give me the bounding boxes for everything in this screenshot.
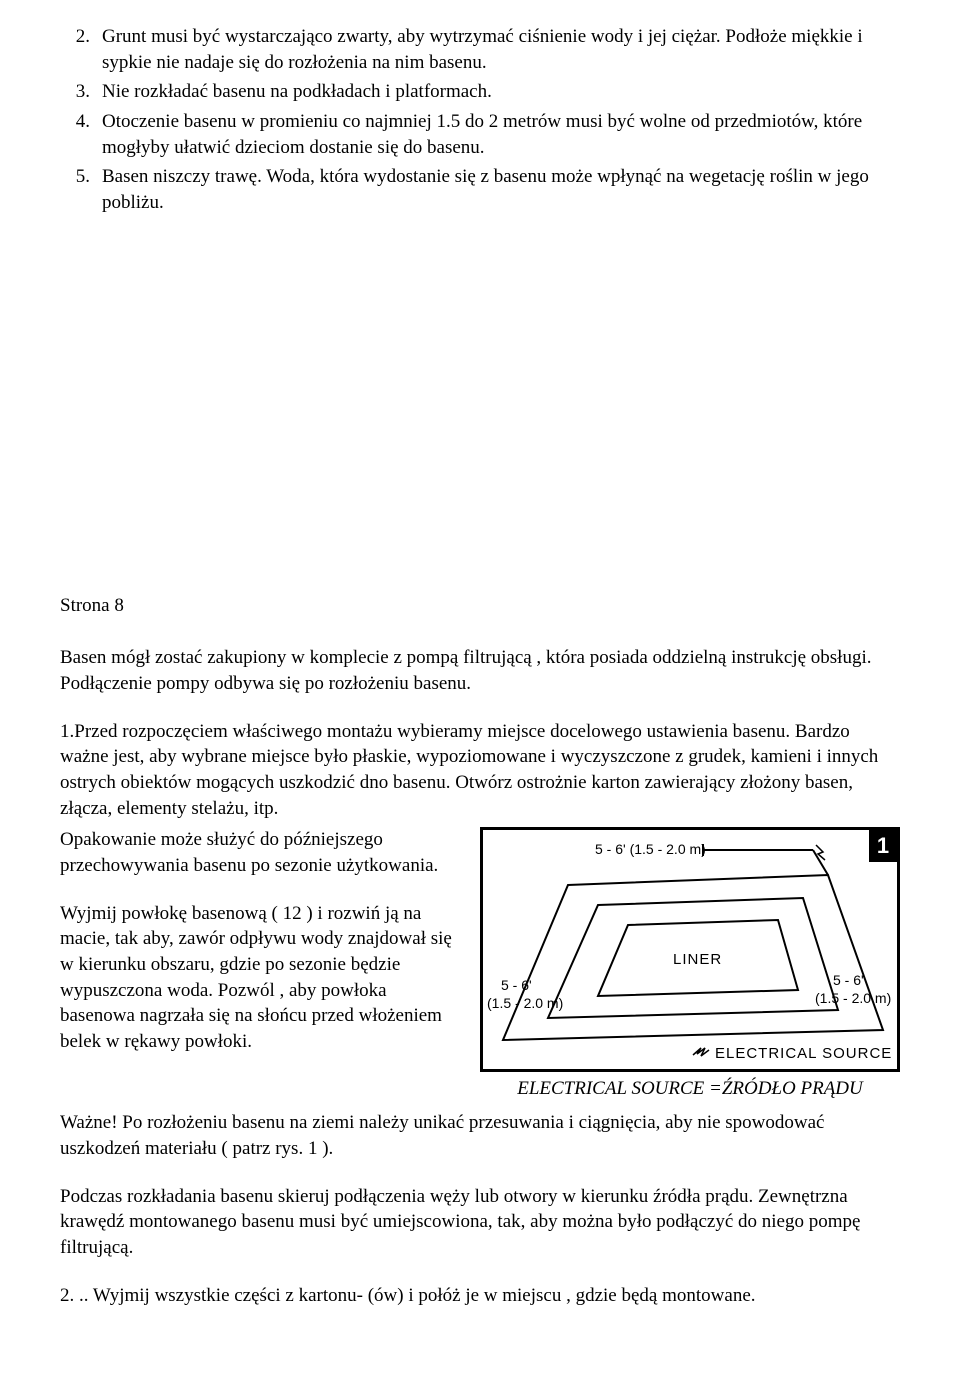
paragraph-step-1: 1.Przed rozpoczęciem właściwego montażu … — [60, 719, 900, 822]
dim-top-label: 5 - 6' (1.5 - 2.0 m) — [595, 841, 706, 857]
list-item: 2. Grunt musi być wystarczająco zwarty, … — [60, 24, 900, 75]
electrical-source-label: ELECTRICAL SOURCE — [715, 1045, 892, 1062]
list-text: Grunt musi być wystarczająco zwarty, aby… — [102, 24, 900, 75]
paragraph-step-2: 2. .. Wyjmij wszystkie części z kartonu-… — [60, 1283, 900, 1309]
page-number-label: Strona 8 — [60, 595, 900, 617]
list-number: 4. — [60, 109, 102, 160]
list-text: Nie rozkładać basenu na podkładach i pla… — [102, 79, 900, 105]
dim-left-label-a: 5 - 6' — [501, 977, 532, 993]
document-page: 2. Grunt musi być wystarczająco zwarty, … — [0, 0, 960, 1381]
list-item: 3. Nie rozkładać basenu na podkładach i … — [60, 79, 900, 105]
diagram-frame: 1 5 - 6' (1.5 - 2.0 m) — [480, 827, 900, 1072]
list-text: Otoczenie basenu w promieniu co najmniej… — [102, 109, 900, 160]
list-number: 3. — [60, 79, 102, 105]
dim-right-label-b: (1.5 - 2.0 m) — [815, 990, 891, 1006]
top-numbered-list: 2. Grunt musi być wystarczająco zwarty, … — [60, 24, 900, 215]
paragraph-important: Ważne! Po rozłożeniu basenu na ziemi nal… — [60, 1110, 900, 1161]
list-number: 5. — [60, 164, 102, 215]
liner-label: LINER — [673, 951, 722, 968]
diagram-figure: 1 5 - 6' (1.5 - 2.0 m) — [480, 827, 900, 1100]
dim-left-label-b: (1.5 - 2.0 m) — [487, 995, 563, 1011]
list-item: 4. Otoczenie basenu w promieniu co najmn… — [60, 109, 900, 160]
paragraph-during: Podczas rozkładania basenu skieruj podłą… — [60, 1184, 900, 1261]
list-number: 2. — [60, 24, 102, 75]
figure-number-badge: 1 — [869, 830, 897, 862]
list-item: 5. Basen niszczy trawę. Woda, która wydo… — [60, 164, 900, 215]
paragraph-intro: Basen mógł zostać zakupiony w komplecie … — [60, 645, 900, 696]
list-text: Basen niszczy trawę. Woda, która wydosta… — [102, 164, 900, 215]
diagram-caption: ELECTRICAL SOURCE =ŹRÓDŁO PRĄDU — [480, 1078, 900, 1100]
dim-right-label-a: 5 - 6' — [833, 972, 864, 988]
liner-diagram-svg: 5 - 6' (1.5 - 2.0 m) 5 - 6' (1.5 - 2.0 m… — [483, 830, 897, 1069]
text-with-diagram: 1 5 - 6' (1.5 - 2.0 m) — [60, 827, 900, 1110]
